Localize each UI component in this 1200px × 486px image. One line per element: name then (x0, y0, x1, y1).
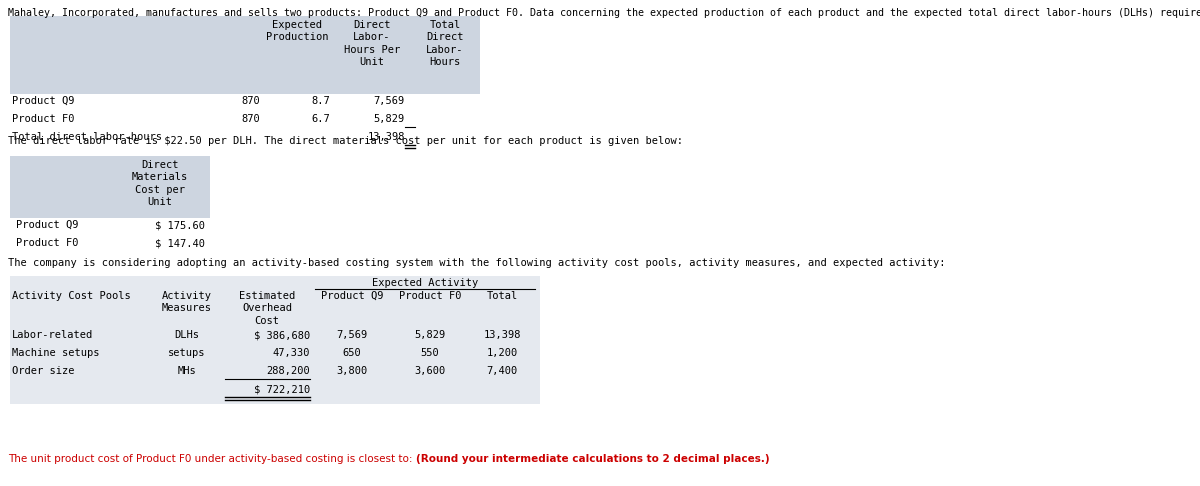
Text: The unit product cost of Product F0 under activity-based costing is closest to:: The unit product cost of Product F0 unde… (8, 454, 415, 464)
Bar (10, 16, 480, 94)
Text: $ 175.60: $ 175.60 (155, 220, 205, 230)
Text: DLHs: DLHs (174, 330, 199, 340)
Text: 650: 650 (343, 348, 361, 358)
Text: 7,569: 7,569 (373, 96, 406, 106)
Text: Order size: Order size (12, 366, 74, 376)
Text: Total: Total (486, 291, 517, 301)
Text: Direct
Labor-
Hours Per
Unit: Direct Labor- Hours Per Unit (344, 20, 400, 67)
Text: 47,330: 47,330 (272, 348, 310, 358)
Text: Product Q9: Product Q9 (320, 291, 383, 301)
Text: 550: 550 (421, 348, 439, 358)
Text: Expected Activity: Expected Activity (372, 278, 478, 288)
Text: Product F0: Product F0 (398, 291, 461, 301)
Text: Product F0: Product F0 (12, 114, 74, 124)
Text: 13,398: 13,398 (367, 132, 406, 142)
Bar (10, 276, 540, 404)
Text: $ 386,680: $ 386,680 (253, 330, 310, 340)
Text: 870: 870 (241, 114, 260, 124)
Text: Activity Cost Pools: Activity Cost Pools (12, 291, 131, 301)
Text: 1,200: 1,200 (486, 348, 517, 358)
Text: 7,569: 7,569 (336, 330, 367, 340)
Text: Product Q9: Product Q9 (16, 220, 78, 230)
Text: The direct labor rate is $22.50 per DLH. The direct materials cost per unit for : The direct labor rate is $22.50 per DLH.… (8, 136, 683, 146)
Text: 7,400: 7,400 (486, 366, 517, 376)
Text: Machine setups: Machine setups (12, 348, 100, 358)
Text: Total direct labor-hours: Total direct labor-hours (12, 132, 162, 142)
Text: Labor-related: Labor-related (12, 330, 94, 340)
Text: 8.7: 8.7 (311, 96, 330, 106)
Text: Estimated
Overhead
Cost: Estimated Overhead Cost (239, 291, 295, 326)
Text: Mahaley, Incorporated, manufactures and sells two products: Product Q9 and Produ: Mahaley, Incorporated, manufactures and … (8, 8, 1200, 18)
Text: 3,800: 3,800 (336, 366, 367, 376)
Text: $ 722,210: $ 722,210 (253, 384, 310, 394)
Text: Expected
Production: Expected Production (265, 20, 329, 42)
Text: (Round your intermediate calculations to 2 decimal places.): (Round your intermediate calculations to… (415, 454, 769, 464)
Text: MHs: MHs (178, 366, 197, 376)
Text: Product F0: Product F0 (16, 238, 78, 248)
Text: The company is considering adopting an activity-based costing system with the fo: The company is considering adopting an a… (8, 258, 946, 268)
Text: Direct
Materials
Cost per
Unit: Direct Materials Cost per Unit (132, 160, 188, 207)
Text: Total
Direct
Labor-
Hours: Total Direct Labor- Hours (426, 20, 463, 67)
Text: $ 147.40: $ 147.40 (155, 238, 205, 248)
Text: Activity
Measures: Activity Measures (162, 291, 212, 313)
Bar (10, 156, 210, 218)
Text: 13,398: 13,398 (484, 330, 521, 340)
Text: 5,829: 5,829 (373, 114, 406, 124)
Text: Product Q9: Product Q9 (12, 96, 74, 106)
Text: setups: setups (168, 348, 205, 358)
Text: 288,200: 288,200 (266, 366, 310, 376)
Text: 3,600: 3,600 (414, 366, 445, 376)
Text: 6.7: 6.7 (311, 114, 330, 124)
Text: 5,829: 5,829 (414, 330, 445, 340)
Text: 870: 870 (241, 96, 260, 106)
